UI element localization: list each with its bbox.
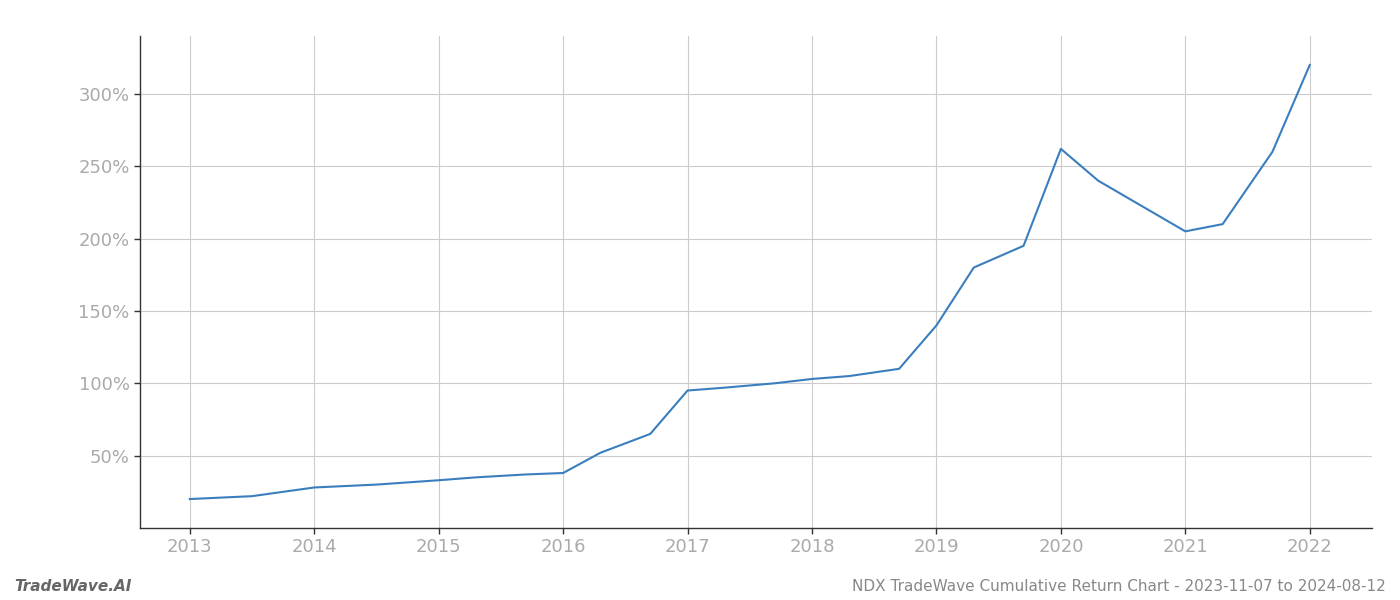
- Text: TradeWave.AI: TradeWave.AI: [14, 579, 132, 594]
- Text: NDX TradeWave Cumulative Return Chart - 2023-11-07 to 2024-08-12: NDX TradeWave Cumulative Return Chart - …: [853, 579, 1386, 594]
